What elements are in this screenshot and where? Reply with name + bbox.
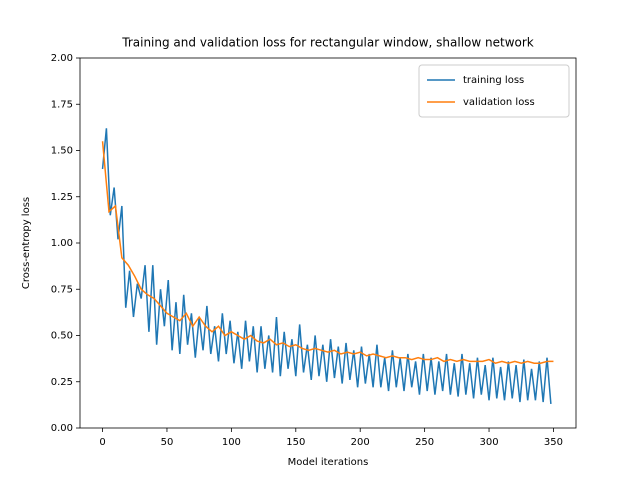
x-tick-label: 250 [415,437,434,448]
series-line [101,128,552,405]
chart-title: Training and validation loss for rectang… [121,36,534,50]
y-tick-label: 0.75 [51,284,73,295]
y-tick-label: 0.50 [51,331,73,342]
x-tick-label: 350 [544,437,563,448]
x-tick-label: 300 [479,437,498,448]
x-axis-label: Model iterations [288,457,369,468]
y-tick-label: 0.00 [51,423,73,434]
x-tick-label: 50 [161,437,174,448]
legend-label: training loss [463,75,524,86]
y-tick-label: 2.00 [51,53,73,64]
y-axis-label: Cross-entropy loss [21,197,32,289]
y-tick-label: 1.50 [51,146,73,157]
series-line [101,141,554,365]
legend-label: validation loss [463,97,535,108]
y-tick-label: 0.25 [51,377,73,388]
x-tick-label: 100 [222,437,241,448]
x-tick-label: 0 [99,437,105,448]
legend-box [418,64,570,118]
y-tick-label: 1.00 [51,238,73,249]
x-tick-label: 200 [351,437,370,448]
plot-frame [79,57,577,429]
y-tick-label: 1.75 [51,99,73,110]
y-tick-label: 1.25 [51,192,73,203]
x-tick-label: 150 [286,437,305,448]
